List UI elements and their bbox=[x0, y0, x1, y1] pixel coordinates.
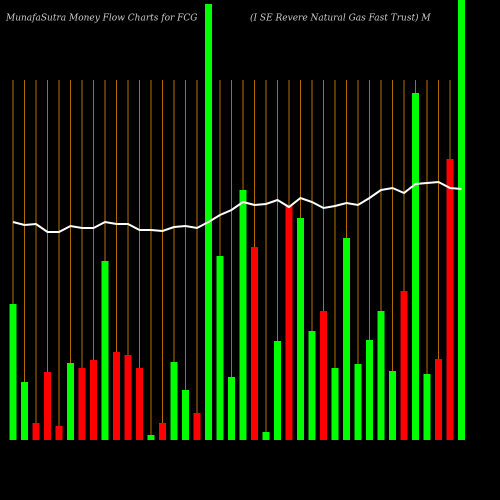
bar bbox=[21, 382, 28, 440]
bar bbox=[44, 372, 51, 440]
bar bbox=[458, 0, 465, 440]
bar bbox=[354, 364, 362, 440]
bar bbox=[90, 360, 97, 440]
bar bbox=[343, 238, 350, 440]
bar bbox=[331, 368, 339, 440]
bar bbox=[274, 341, 281, 440]
bar bbox=[285, 205, 293, 440]
bar bbox=[377, 311, 385, 440]
bar bbox=[216, 256, 224, 440]
bar bbox=[32, 423, 40, 440]
bar bbox=[435, 359, 442, 440]
bar bbox=[251, 247, 258, 440]
bar bbox=[193, 413, 201, 440]
bar bbox=[78, 368, 86, 440]
bar bbox=[159, 423, 166, 440]
bar bbox=[136, 368, 143, 440]
bar bbox=[228, 377, 235, 440]
chart-title: MunafaSutra Money Flow Charts for FCG bbox=[5, 14, 197, 24]
money-flow-line bbox=[12, 180, 462, 233]
bar bbox=[67, 363, 74, 440]
bar bbox=[446, 159, 454, 440]
bar bbox=[170, 362, 178, 440]
bar bbox=[147, 435, 155, 440]
bar bbox=[389, 371, 396, 440]
bar bbox=[400, 291, 408, 440]
bar bbox=[55, 426, 63, 440]
bar bbox=[9, 304, 17, 440]
bar bbox=[262, 432, 270, 440]
chart-subtitle: (I SE Revere Natural Gas Fast Trust) M bbox=[250, 13, 431, 24]
bar bbox=[239, 190, 247, 440]
bar bbox=[101, 261, 109, 440]
bar bbox=[182, 390, 189, 440]
bar bbox=[124, 355, 132, 440]
bar bbox=[412, 93, 419, 440]
bar bbox=[113, 352, 120, 440]
bar bbox=[320, 311, 327, 440]
bar bbox=[297, 218, 304, 440]
bar bbox=[366, 340, 373, 440]
bar bbox=[423, 374, 431, 440]
bar bbox=[308, 331, 316, 440]
